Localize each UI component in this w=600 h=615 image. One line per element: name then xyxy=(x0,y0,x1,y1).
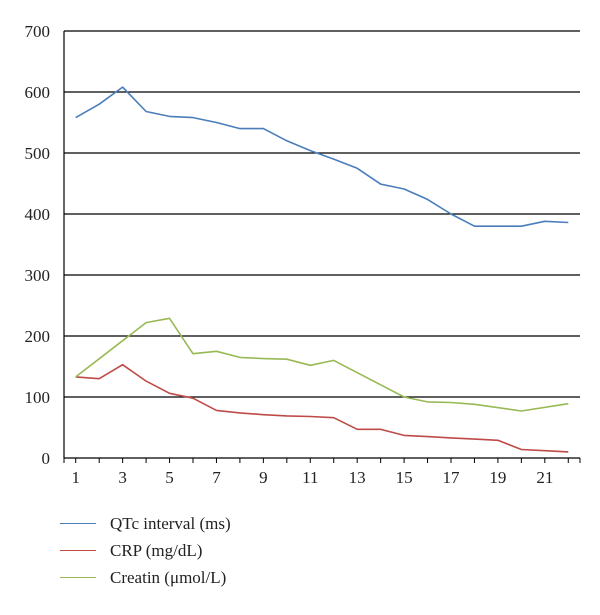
y-tick-label-600: 600 xyxy=(25,83,51,102)
y-tick-label-700: 700 xyxy=(25,22,51,41)
x-tick-label-19: 19 xyxy=(489,468,506,487)
legend: QTc interval (ms) CRP (mg/dL) Creatin (μ… xyxy=(60,510,460,591)
y-tick-label-200: 200 xyxy=(25,327,51,346)
series-line-0 xyxy=(75,86,569,227)
x-tick-label-7: 7 xyxy=(212,468,221,487)
axes xyxy=(63,31,581,463)
series-lines xyxy=(75,86,569,453)
x-tick-label-13: 13 xyxy=(349,468,366,487)
series-line-1 xyxy=(75,363,569,453)
legend-item-crp: CRP (mg/dL) xyxy=(60,537,460,564)
y-tick-label-300: 300 xyxy=(25,266,51,285)
legend-item-creatin: Creatin (μmol/L) xyxy=(60,564,460,591)
series-line-2 xyxy=(75,317,569,412)
y-tick-label-100: 100 xyxy=(25,388,51,407)
x-tick-label-9: 9 xyxy=(259,468,268,487)
legend-label-crp: CRP (mg/dL) xyxy=(110,540,203,560)
legend-swatch-creatin xyxy=(60,577,96,578)
legend-label-qtc: QTc interval (ms) xyxy=(110,513,231,533)
legend-label-creatin: Creatin (μmol/L) xyxy=(110,567,227,587)
gridlines xyxy=(64,30,580,398)
x-tick-label-3: 3 xyxy=(118,468,127,487)
legend-item-qtc: QTc interval (ms) xyxy=(60,510,460,537)
legend-swatch-qtc xyxy=(60,523,96,524)
x-tick-label-5: 5 xyxy=(165,468,174,487)
x-tick-label-17: 17 xyxy=(443,468,461,487)
y-tick-label-500: 500 xyxy=(25,144,51,163)
x-tick-label-21: 21 xyxy=(536,468,553,487)
x-tick-label-11: 11 xyxy=(302,468,318,487)
y-tick-label-0: 0 xyxy=(42,449,51,468)
x-tick-label-1: 1 xyxy=(71,468,80,487)
x-tick-label-15: 15 xyxy=(396,468,413,487)
y-tick-label-400: 400 xyxy=(25,205,51,224)
legend-swatch-crp xyxy=(60,550,96,551)
